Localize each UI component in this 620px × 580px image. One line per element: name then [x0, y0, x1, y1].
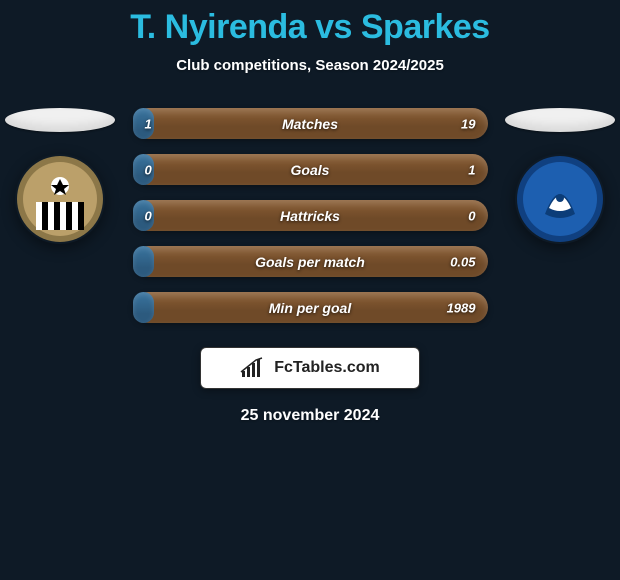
player-left-marker	[5, 108, 115, 132]
stat-label: Goals	[133, 162, 488, 178]
stat-bar: 1989Min per goal	[133, 292, 488, 323]
brand-badge[interactable]: FcTables.com	[200, 347, 420, 389]
stat-label: Goals per match	[133, 254, 488, 270]
team-right-crest-svg	[515, 154, 605, 244]
page-subtitle: Club competitions, Season 2024/2025	[0, 57, 620, 74]
team-right-crest	[515, 154, 605, 244]
team-left-crest	[15, 154, 105, 244]
player-left-column	[0, 108, 120, 244]
team-left-crest-svg	[15, 154, 105, 244]
bar-chart-icon	[240, 357, 266, 379]
stat-bar: 119Matches	[133, 108, 488, 139]
stat-bars: 119Matches 01Goals 00Hattricks 0.05Goals pe…	[133, 108, 488, 323]
date-label: 25 november 2024	[0, 407, 620, 425]
stat-label: Hattricks	[133, 208, 488, 224]
content-area: 119Matches 01Goals 00Hattricks 0.05Goals pe…	[0, 108, 620, 425]
stat-bar: 01Goals	[133, 154, 488, 185]
stat-label: Matches	[133, 116, 488, 132]
stat-bar: 0.05Goals per match	[133, 246, 488, 277]
player-right-marker	[505, 108, 615, 132]
comparison-card: T. Nyirenda vs Sparkes Club competitions…	[0, 0, 620, 580]
player-right-column	[500, 108, 620, 244]
brand-text: FcTables.com	[274, 359, 380, 377]
stat-bar: 00Hattricks	[133, 200, 488, 231]
page-title: T. Nyirenda vs Sparkes	[0, 0, 620, 47]
stat-label: Min per goal	[133, 300, 488, 316]
